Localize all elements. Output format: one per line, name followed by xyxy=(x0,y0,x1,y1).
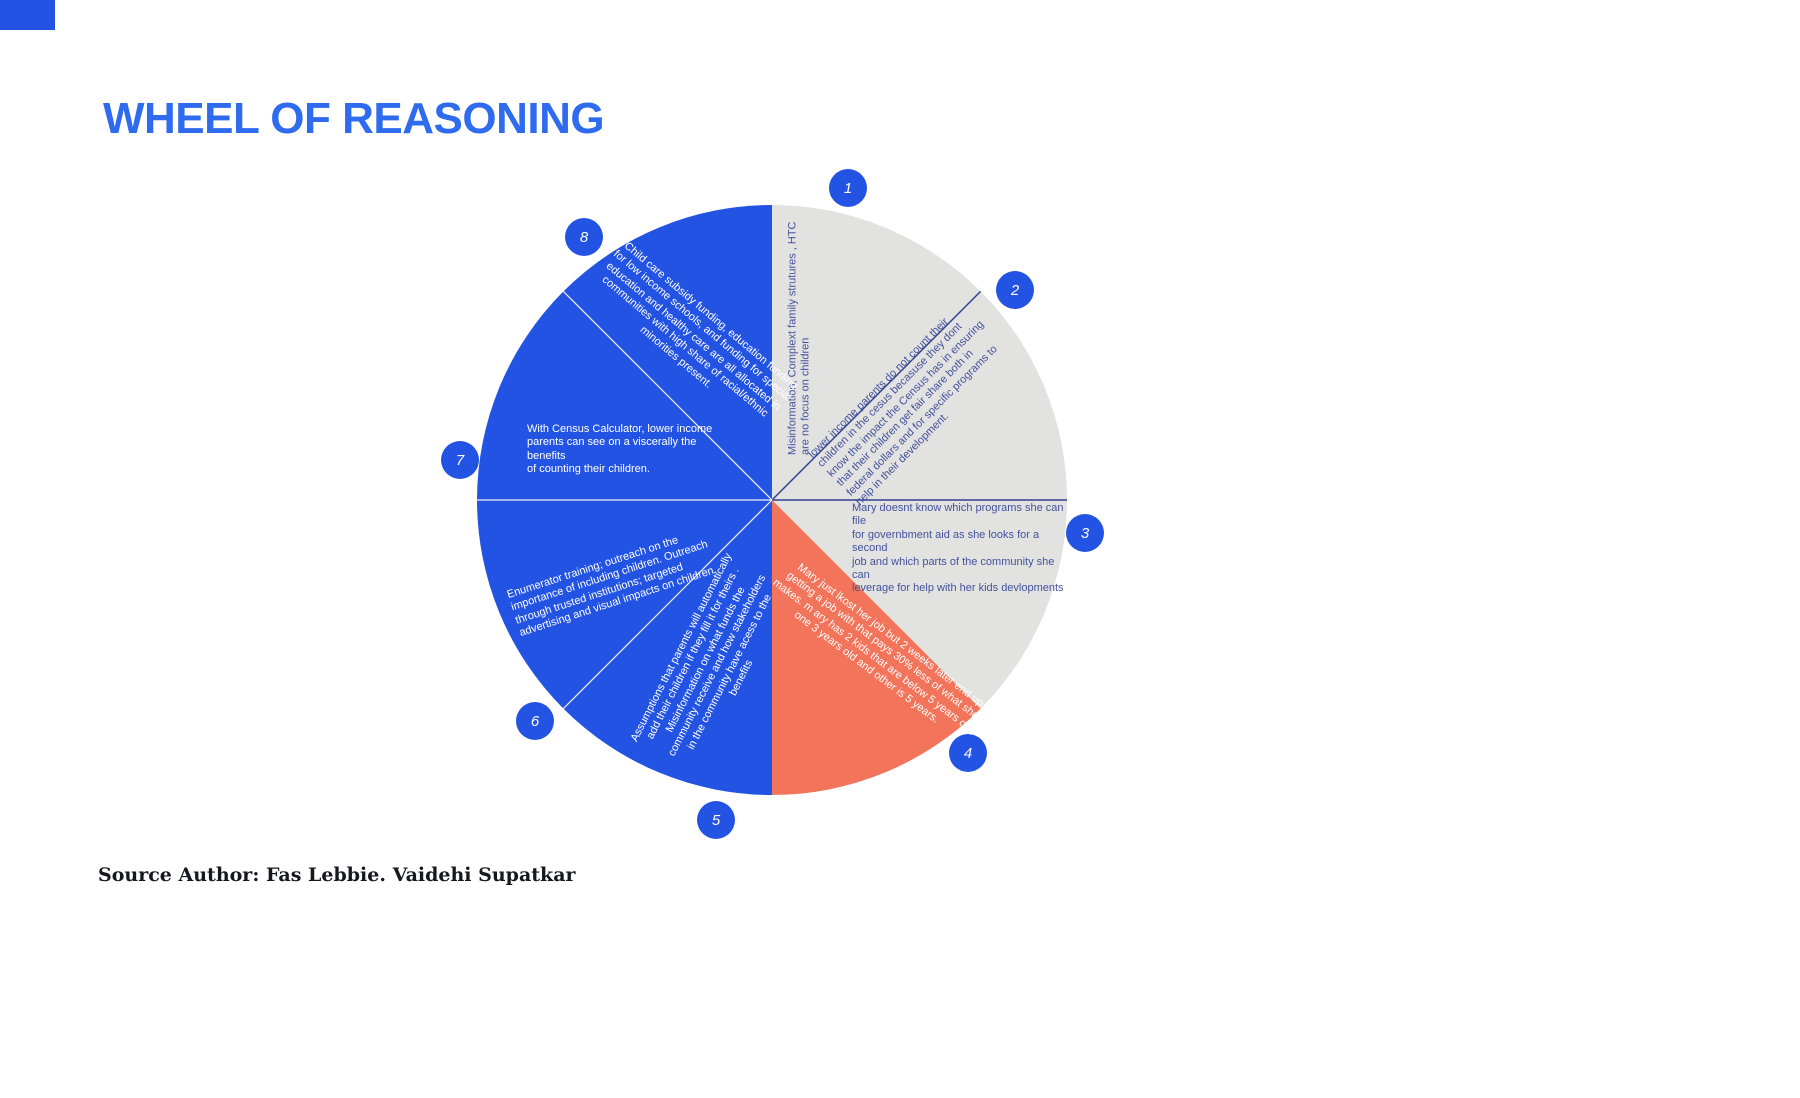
page-title: WHEEL OF REASONING xyxy=(103,94,605,143)
wheel-segment-5 xyxy=(563,500,772,795)
segment-badge-1: 1 xyxy=(829,169,867,207)
divider-line-1-2 xyxy=(771,290,982,501)
badge-circle-6 xyxy=(516,702,554,740)
segment-badge-3: 3 xyxy=(1066,514,1104,552)
badge-number-3: 3 xyxy=(1081,525,1090,542)
badge-number-7: 7 xyxy=(456,452,465,469)
wheel-segment-6 xyxy=(477,500,772,709)
badge-circle-5 xyxy=(697,801,735,839)
badge-circle-7 xyxy=(441,441,479,479)
corner-accent-block xyxy=(0,0,55,30)
wheel-segment-1 xyxy=(772,204,981,500)
wheel-segment-8 xyxy=(563,204,772,500)
segment-badge-4: 4 xyxy=(949,734,987,772)
badge-circle-3 xyxy=(1066,514,1104,552)
badge-circle-4 xyxy=(949,734,987,772)
badge-number-5: 5 xyxy=(712,812,721,829)
divider-line-7-8 xyxy=(562,290,773,501)
segment-badge-7: 7 xyxy=(441,441,479,479)
wheel-segment-3 xyxy=(772,500,1067,709)
badge-circle-8 xyxy=(565,218,603,256)
badge-number-1: 1 xyxy=(844,180,852,197)
wheel-segment-4 xyxy=(772,500,981,795)
source-attribution: Source Author: Fas Lebbie. Vaidehi Supat… xyxy=(98,864,576,886)
badge-number-8: 8 xyxy=(580,229,589,246)
segment-badge-5: 5 xyxy=(697,801,735,839)
badge-circle-1 xyxy=(829,169,867,207)
badge-number-2: 2 xyxy=(1010,282,1020,299)
segment-badge-8: 8 xyxy=(565,218,603,256)
wheel-segment-7 xyxy=(477,291,772,500)
divider-line-5-6 xyxy=(562,499,773,710)
badge-circle-2 xyxy=(996,271,1034,309)
segment-badge-6: 6 xyxy=(516,702,554,740)
badge-number-4: 4 xyxy=(964,745,972,762)
segment-badge-2: 2 xyxy=(996,271,1034,309)
badge-number-6: 6 xyxy=(531,713,540,730)
wheel-segment-2 xyxy=(772,291,1067,500)
